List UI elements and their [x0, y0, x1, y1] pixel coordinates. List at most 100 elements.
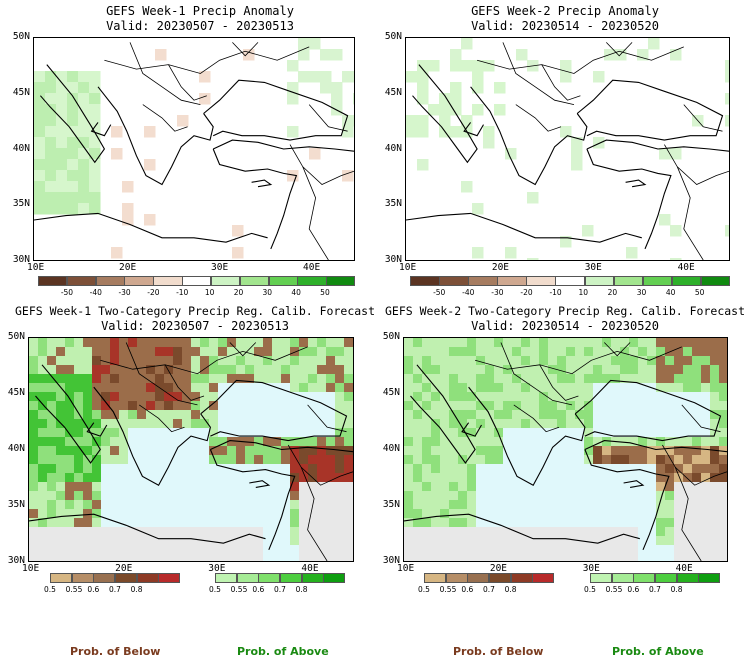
latitude-tick-label: 30N	[7, 555, 25, 566]
colorbar-tick-label: 50	[694, 288, 705, 297]
colorbar-cell	[239, 276, 270, 286]
coastlines	[404, 364, 727, 551]
footer-prob-above: Prob. of Above	[612, 645, 704, 658]
country-borders	[476, 42, 729, 260]
colorbar-cell	[424, 573, 447, 583]
coastlines	[29, 364, 353, 551]
latitude-tick-label: 35N	[384, 198, 402, 210]
anomaly-shading	[34, 38, 354, 259]
colorbar-cell	[38, 276, 68, 286]
colorbar-cell	[526, 276, 556, 286]
colorbar-tick-label: -20	[147, 288, 160, 297]
colorbar-cell	[590, 573, 613, 583]
below-probability-colorbar: 0.5 0.55 0.6 0.7 0.8	[418, 573, 555, 595]
latitude-tick-label: 35N	[7, 499, 25, 510]
latitude-tick-label: 30N	[12, 254, 30, 265]
latitude-tick-label: 50N	[382, 331, 400, 342]
colorbar-cell	[613, 276, 644, 286]
colorbar-cell	[555, 276, 586, 286]
above-probability-colorbar: 0.5 0.55 0.6 0.7 0.8	[209, 573, 346, 595]
colorbar-cell	[439, 276, 469, 286]
colorbar-tick-label: 0.5	[584, 585, 596, 594]
colorbar-cell	[510, 573, 533, 583]
colorbar-cell	[326, 276, 356, 286]
longitude-tick-label: 30E	[208, 563, 226, 574]
colorbar-cell	[136, 573, 159, 583]
footer-prob-below: Prob. of Below	[453, 645, 544, 658]
colorbar-tick-label: -10	[176, 288, 189, 297]
longitude-tick-label: 40E	[677, 262, 695, 273]
colorbar-tick-label: 40	[291, 288, 301, 297]
colorbar-cell	[71, 573, 94, 583]
latitude-tick-label: 35N	[12, 198, 30, 210]
latitude-tick-label: 50N	[384, 31, 402, 42]
colorbar-cell	[611, 573, 634, 583]
panel-title: GEFS Week-2 Two-Category Precip Reg. Cal…	[384, 304, 746, 318]
longitude-tick-label: 40E	[301, 563, 319, 574]
below-probability-colorbar: 0.5 0.55 0.6 0.7 0.8	[44, 573, 181, 595]
panel-title: GEFS Week-1 Precip Anomaly	[106, 4, 294, 18]
colorbar-cell	[497, 276, 527, 286]
colorbar-cell	[215, 573, 238, 583]
probability-shading	[404, 338, 727, 561]
latitude-tick-label: 30N	[382, 555, 400, 566]
map-canvas	[406, 38, 729, 260]
latitude-tick-label: 40N	[382, 443, 400, 454]
colorbar-tick-label: 0.5	[418, 585, 430, 594]
latitude-tick-label: 50N	[7, 331, 25, 342]
panel-valid-dates: Valid: 20230507 - 20230513	[101, 319, 289, 333]
latitude-tick-label: 50N	[12, 31, 30, 42]
colorbar-tick-label: 0.7	[274, 585, 286, 594]
coastlines	[34, 64, 354, 250]
longitude-tick-label: 20E	[115, 563, 133, 574]
colorbar-cell	[676, 573, 699, 583]
longitude-tick-label: 20E	[489, 563, 508, 574]
colorbar-tick-label: 10	[578, 288, 589, 297]
colorbar-cell	[445, 573, 468, 583]
panel-title: GEFS Week-2 Precip Anomaly	[471, 4, 659, 18]
longitude-tick-label: 20E	[491, 262, 510, 273]
colorbar-cell	[698, 573, 721, 583]
latitude-tick-label: 45N	[12, 86, 30, 98]
footer-prob-below: Prob. of Below	[70, 645, 161, 658]
longitude-tick-label: 30E	[582, 563, 600, 574]
colorbar-tick-label: 0.55	[230, 585, 248, 594]
panel-valid-dates: Valid: 20230507 - 20230513	[106, 19, 294, 33]
colorbar-tick-label: 0.8	[130, 585, 143, 594]
latitude-tick-label: 45N	[7, 387, 25, 398]
colorbar-tick-label: -10	[549, 288, 562, 297]
colorbar-tick-label: 0.8	[295, 585, 308, 594]
colorbar-cell	[410, 276, 440, 286]
colorbar-cell	[489, 573, 512, 583]
colorbar-cell	[532, 573, 555, 583]
colorbar-cell	[297, 276, 327, 286]
colorbar-cell	[700, 276, 731, 286]
map-week2-probability	[403, 337, 728, 562]
colorbar-tick-label: -50	[433, 288, 446, 297]
colorbar-cell	[467, 573, 490, 583]
colorbar-tick-label: 0.8	[670, 585, 683, 594]
colorbar-tick-label: 0.6	[252, 585, 265, 594]
colorbar-cell	[268, 276, 298, 286]
colorbar-tick-label: 0.7	[483, 585, 495, 594]
latitude-tick-label: 45N	[384, 86, 402, 98]
anomaly-colorbar: -50 -40 -30 -20 -10 10 20 30 40 50	[38, 276, 356, 298]
anomaly-colorbar: -50 -40 -30 -20 -10 10 20 30 40 50	[410, 276, 731, 298]
above-probability-colorbar: 0.5 0.55 0.6 0.7 0.8	[584, 573, 721, 595]
colorbar-tick-label: 0.5	[209, 585, 221, 594]
latitude-tick-label: 35N	[382, 499, 400, 510]
colorbar-tick-label: 20	[233, 288, 244, 297]
longitude-tick-label: 10E	[399, 262, 417, 273]
colorbar-tick-label: 0.55	[439, 585, 457, 594]
colorbar-tick-label: -30	[491, 288, 504, 297]
colorbar-cell	[210, 276, 241, 286]
probability-shading	[29, 338, 353, 561]
colorbar-tick-label: -20	[520, 288, 533, 297]
colorbar-tick-label: 40	[665, 288, 676, 297]
colorbar-cell	[66, 276, 97, 286]
colorbar-tick-label: 0.5	[44, 585, 56, 594]
map-canvas	[34, 38, 354, 260]
colorbar-cell	[153, 276, 183, 286]
colorbar-cell	[301, 573, 324, 583]
colorbar-tick-label: 10	[204, 288, 215, 297]
